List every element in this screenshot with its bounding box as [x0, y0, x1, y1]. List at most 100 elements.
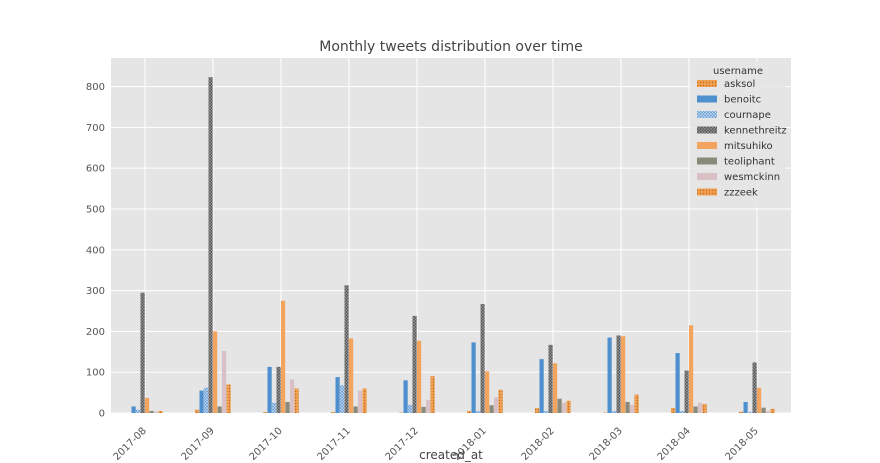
x-tick-label: 2017-09 — [180, 426, 217, 463]
bar-cournape — [748, 411, 753, 413]
bar-zzzeek — [702, 404, 707, 413]
chart-title: Monthly tweets distribution over time — [319, 39, 582, 55]
legend-label-mitsuhiko: mitsuhiko — [724, 141, 773, 152]
legend-swatch-benoitc — [697, 95, 717, 103]
bar-asksol — [535, 408, 540, 413]
bar-kennethreitz — [684, 370, 689, 413]
bar-benoitc — [267, 366, 272, 413]
bar-kennethreitz — [208, 77, 213, 413]
bar-benoitc — [131, 406, 136, 413]
legend-label-zzzeek: zzzeek — [724, 188, 758, 199]
bar-mitsuhiko — [145, 397, 150, 413]
legend-label-asksol: asksol — [724, 79, 755, 90]
bar-teoliphant — [761, 407, 766, 413]
bar-zzzeek — [430, 376, 435, 413]
x-axis-label: created_at — [419, 448, 483, 462]
bar-cournape — [136, 409, 141, 413]
x-tick-label: 2017-08 — [112, 426, 149, 463]
bar-mitsuhiko — [485, 371, 490, 413]
bar-teoliphant — [285, 401, 290, 413]
bar-cournape — [612, 410, 617, 413]
y-tick-label: 300 — [86, 286, 105, 297]
bars — [131, 77, 775, 413]
bar-benoitc — [471, 342, 476, 413]
bar-teoliphant — [149, 410, 154, 413]
bar-mitsuhiko — [757, 387, 762, 413]
bar-mitsuhiko — [689, 325, 694, 413]
bar-zzzeek — [566, 400, 571, 413]
bar-mitsuhiko — [621, 336, 626, 413]
bar-wesmckinn — [154, 411, 159, 413]
bar-wesmckinn — [426, 399, 431, 413]
x-tick-label: 2018-04 — [656, 426, 693, 463]
bar-kennethreitz — [276, 366, 281, 413]
bar-teoliphant — [353, 406, 358, 413]
y-tick-label: 200 — [86, 327, 105, 338]
bar-wesmckinn — [358, 390, 363, 413]
bar-kennethreitz — [412, 315, 417, 413]
x-tick-label: 2018-03 — [588, 426, 625, 463]
bar-zzzeek — [158, 410, 163, 413]
bar-zzzeek — [498, 389, 503, 413]
bar-asksol — [671, 408, 676, 413]
legend-label-benoitc: benoitc — [724, 95, 761, 106]
y-tick-label: 100 — [86, 368, 105, 379]
legend-swatch-cournape — [697, 111, 717, 118]
bar-teoliphant — [489, 405, 494, 413]
bar-cournape — [340, 385, 345, 413]
bar-wesmckinn — [290, 379, 295, 413]
bar-cournape — [272, 402, 277, 413]
bar-benoitc — [743, 401, 748, 413]
legend-swatch-kennethreitz — [697, 126, 717, 134]
bar-benoitc — [199, 390, 204, 413]
legend-swatch-teoliphant — [697, 157, 717, 165]
y-axis: 0 100 200 300 400 500 600 700 800 — [86, 82, 105, 419]
bar-kennethreitz — [616, 335, 621, 413]
x-tick-label: 2018-05 — [724, 426, 761, 463]
bar-teoliphant — [421, 406, 426, 413]
bar-kennethreitz — [548, 344, 553, 413]
legend-label-teoliphant: teoliphant — [724, 157, 775, 168]
bar-cournape — [408, 404, 413, 413]
bar-wesmckinn — [494, 397, 499, 413]
bar-teoliphant — [625, 401, 630, 413]
bar-wesmckinn — [630, 404, 635, 413]
bar-benoitc — [539, 359, 544, 413]
legend-label-kennethreitz: kennethreitz — [724, 126, 787, 137]
bar-kennethreitz — [140, 292, 145, 413]
y-tick-label: 400 — [86, 245, 105, 256]
bar-zzzeek — [362, 388, 367, 413]
bar-benoitc — [607, 337, 612, 413]
legend-label-cournape: cournape — [724, 110, 771, 121]
bar-wesmckinn — [766, 410, 771, 413]
bar-cournape — [544, 410, 549, 413]
x-tick-label: 2017-10 — [248, 426, 285, 463]
bar-mitsuhiko — [417, 340, 422, 413]
y-tick-label: 0 — [99, 409, 105, 420]
bar-zzzeek — [226, 384, 231, 413]
y-tick-label: 800 — [86, 82, 105, 93]
legend-swatch-mitsuhiko — [697, 142, 717, 149]
bar-zzzeek — [770, 408, 775, 413]
bar-kennethreitz — [480, 304, 485, 413]
bar-cournape — [476, 410, 481, 413]
bar-asksol — [467, 410, 472, 413]
legend-title: username — [713, 66, 763, 77]
bar-mitsuhiko — [281, 300, 286, 413]
bar-asksol — [331, 412, 336, 413]
bar-asksol — [739, 411, 744, 413]
legend-swatch-zzzeek — [697, 188, 717, 196]
legend-swatch-asksol — [697, 80, 717, 87]
bar-teoliphant — [693, 406, 698, 413]
bar-wesmckinn — [698, 402, 703, 413]
bar-asksol — [263, 412, 268, 413]
x-tick-label: 2017-11 — [316, 426, 353, 463]
bar-cournape — [680, 410, 685, 413]
bar-mitsuhiko — [553, 363, 558, 413]
x-tick-label: 2018-02 — [520, 426, 557, 463]
y-tick-label: 600 — [86, 164, 105, 175]
bar-asksol — [195, 409, 200, 413]
bar-zzzeek — [294, 388, 299, 413]
bar-benoitc — [675, 353, 680, 413]
